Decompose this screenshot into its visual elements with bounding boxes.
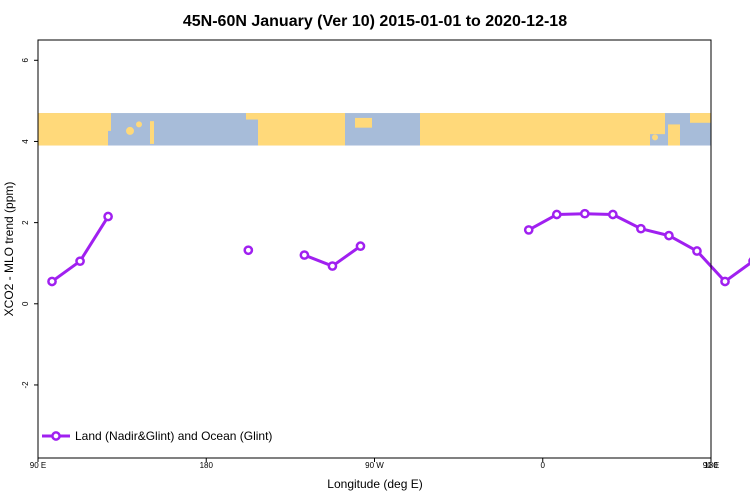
map-land bbox=[104, 129, 108, 146]
x-tick-label: 180 bbox=[704, 461, 718, 470]
plot-frame bbox=[37, 39, 712, 459]
map-land bbox=[322, 113, 335, 120]
data-point bbox=[664, 230, 674, 241]
data-point bbox=[103, 211, 113, 222]
map-land bbox=[440, 122, 448, 133]
data-point bbox=[523, 225, 534, 235]
legend-label: Land (Nadir&Glint) and Ocean (Glint) bbox=[75, 429, 272, 443]
x-tick-label: 90 W bbox=[365, 461, 384, 470]
data-point bbox=[327, 261, 338, 271]
y-axis-label: XCO2 - MLO trend (ppm) bbox=[2, 182, 16, 317]
data-point bbox=[579, 208, 590, 219]
map-band bbox=[38, 113, 711, 146]
legend-marker-swatch bbox=[51, 431, 61, 441]
y-tick-label: -2 bbox=[21, 381, 30, 389]
series-line bbox=[51, 215, 110, 283]
data-point bbox=[243, 245, 254, 256]
map-land bbox=[295, 124, 305, 135]
map-land bbox=[126, 126, 134, 135]
data-point bbox=[551, 209, 562, 220]
map-land bbox=[107, 113, 111, 131]
data-point bbox=[75, 256, 85, 267]
map-land bbox=[38, 113, 107, 146]
map-land bbox=[246, 113, 258, 120]
map-land bbox=[668, 124, 680, 146]
data-point bbox=[608, 209, 618, 220]
data-point bbox=[692, 246, 702, 256]
data-point bbox=[47, 276, 57, 287]
x-tick-label: 0 bbox=[541, 461, 546, 470]
data-point bbox=[355, 241, 366, 252]
x-tick-label: 90 E bbox=[30, 461, 46, 470]
y-tick-label: 0 bbox=[21, 301, 30, 306]
x-tick-label: 90 E bbox=[703, 461, 719, 470]
map-land bbox=[136, 121, 142, 128]
data-point bbox=[299, 250, 310, 260]
data-point bbox=[720, 276, 730, 287]
series-line bbox=[528, 212, 750, 283]
y-tick-label: 6 bbox=[21, 58, 30, 63]
map-land bbox=[355, 117, 372, 128]
map-land bbox=[357, 119, 363, 126]
chart-title: 45N-60N January (Ver 10) 2015-01-01 to 2… bbox=[183, 13, 567, 30]
map-land bbox=[690, 113, 711, 123]
y-tick-label: 2 bbox=[21, 220, 30, 225]
plot-content bbox=[47, 208, 750, 287]
map-land bbox=[650, 113, 665, 135]
y-tick-label: 4 bbox=[21, 139, 30, 144]
legend: Land (Nadir&Glint) and Ocean (Glint) bbox=[42, 429, 272, 443]
map-land bbox=[420, 113, 650, 146]
x-axis-label: Longitude (deg E) bbox=[327, 477, 422, 491]
map-land bbox=[150, 121, 154, 144]
x-tick-label: 180 bbox=[200, 461, 214, 470]
data-point bbox=[636, 223, 646, 234]
y-axis: -2 0 2 4 6 bbox=[21, 58, 38, 389]
map-land bbox=[652, 134, 658, 141]
